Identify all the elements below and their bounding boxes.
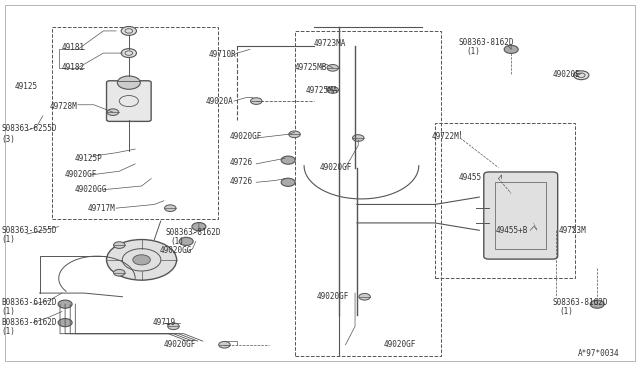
Circle shape <box>168 323 179 330</box>
Circle shape <box>219 341 230 348</box>
Text: 49020GF: 49020GF <box>384 340 416 349</box>
Bar <box>435 123 575 278</box>
Text: A*97*0034: A*97*0034 <box>578 349 620 358</box>
Text: 49723M: 49723M <box>559 226 587 235</box>
Text: 49725MA: 49725MA <box>306 86 339 94</box>
Circle shape <box>504 45 518 54</box>
Text: 49020GF: 49020GF <box>320 163 353 172</box>
Circle shape <box>133 255 150 265</box>
Text: 49020GG: 49020GG <box>75 185 107 194</box>
Circle shape <box>281 178 295 186</box>
Text: S08363-8162D: S08363-8162D <box>459 38 515 46</box>
Text: (1): (1) <box>1 235 15 244</box>
Circle shape <box>327 64 339 71</box>
Text: 49726: 49726 <box>230 157 253 167</box>
Text: 49181: 49181 <box>62 43 85 52</box>
Circle shape <box>106 240 177 280</box>
Text: 49717M: 49717M <box>88 203 115 213</box>
Text: 49125: 49125 <box>14 82 37 91</box>
Circle shape <box>327 87 339 93</box>
FancyBboxPatch shape <box>106 81 151 121</box>
Text: B08363-6162D: B08363-6162D <box>1 318 57 327</box>
Text: (1): (1) <box>1 307 15 316</box>
Text: 49722M: 49722M <box>431 132 460 141</box>
Circle shape <box>58 300 72 308</box>
Circle shape <box>121 49 136 58</box>
Text: (1): (1) <box>467 47 481 56</box>
Text: S08363-6255D: S08363-6255D <box>1 226 57 235</box>
Bar <box>294 31 441 356</box>
Text: 49719: 49719 <box>152 318 175 327</box>
Circle shape <box>107 109 118 115</box>
Circle shape <box>117 76 140 89</box>
Circle shape <box>573 71 589 80</box>
Text: 49710R: 49710R <box>209 51 236 60</box>
Text: 49020A: 49020A <box>205 97 233 106</box>
Text: 49020GF: 49020GF <box>230 132 262 141</box>
Circle shape <box>113 242 125 248</box>
Text: 49182: 49182 <box>62 63 85 72</box>
Circle shape <box>359 294 371 300</box>
Text: 49020E: 49020E <box>552 70 580 79</box>
Text: 49020GF: 49020GF <box>317 292 349 301</box>
Text: (1): (1) <box>170 237 184 246</box>
Text: 49726: 49726 <box>230 177 253 186</box>
FancyBboxPatch shape <box>484 172 557 259</box>
Circle shape <box>192 222 206 231</box>
Text: (3): (3) <box>1 135 15 144</box>
Text: 49020GF: 49020GF <box>164 340 196 349</box>
Text: 49020GF: 49020GF <box>65 170 97 179</box>
Text: S08363-6255D: S08363-6255D <box>1 124 57 133</box>
Text: 49125P: 49125P <box>75 154 102 163</box>
Text: 49455+B: 49455+B <box>495 226 527 235</box>
Text: 49020GG: 49020GG <box>159 246 192 255</box>
Circle shape <box>179 237 193 246</box>
Circle shape <box>250 98 262 105</box>
Circle shape <box>590 300 604 308</box>
Text: 49725MB: 49725MB <box>294 63 327 72</box>
Text: (1): (1) <box>1 327 15 336</box>
Text: (1): (1) <box>559 307 573 316</box>
Circle shape <box>121 26 136 35</box>
Circle shape <box>353 135 364 141</box>
Text: 49728M: 49728M <box>49 102 77 111</box>
Circle shape <box>58 318 72 327</box>
Text: S08363-8162D: S08363-8162D <box>552 298 608 307</box>
Circle shape <box>164 205 176 211</box>
Text: B08363-6162D: B08363-6162D <box>1 298 57 307</box>
Text: 49723MA: 49723MA <box>314 39 346 48</box>
Circle shape <box>281 156 295 164</box>
Bar <box>495 182 546 249</box>
Circle shape <box>113 269 125 276</box>
Text: S08363-8162D: S08363-8162D <box>166 228 221 237</box>
Text: 49455: 49455 <box>459 173 482 182</box>
Bar <box>52 27 218 219</box>
Circle shape <box>289 131 300 138</box>
